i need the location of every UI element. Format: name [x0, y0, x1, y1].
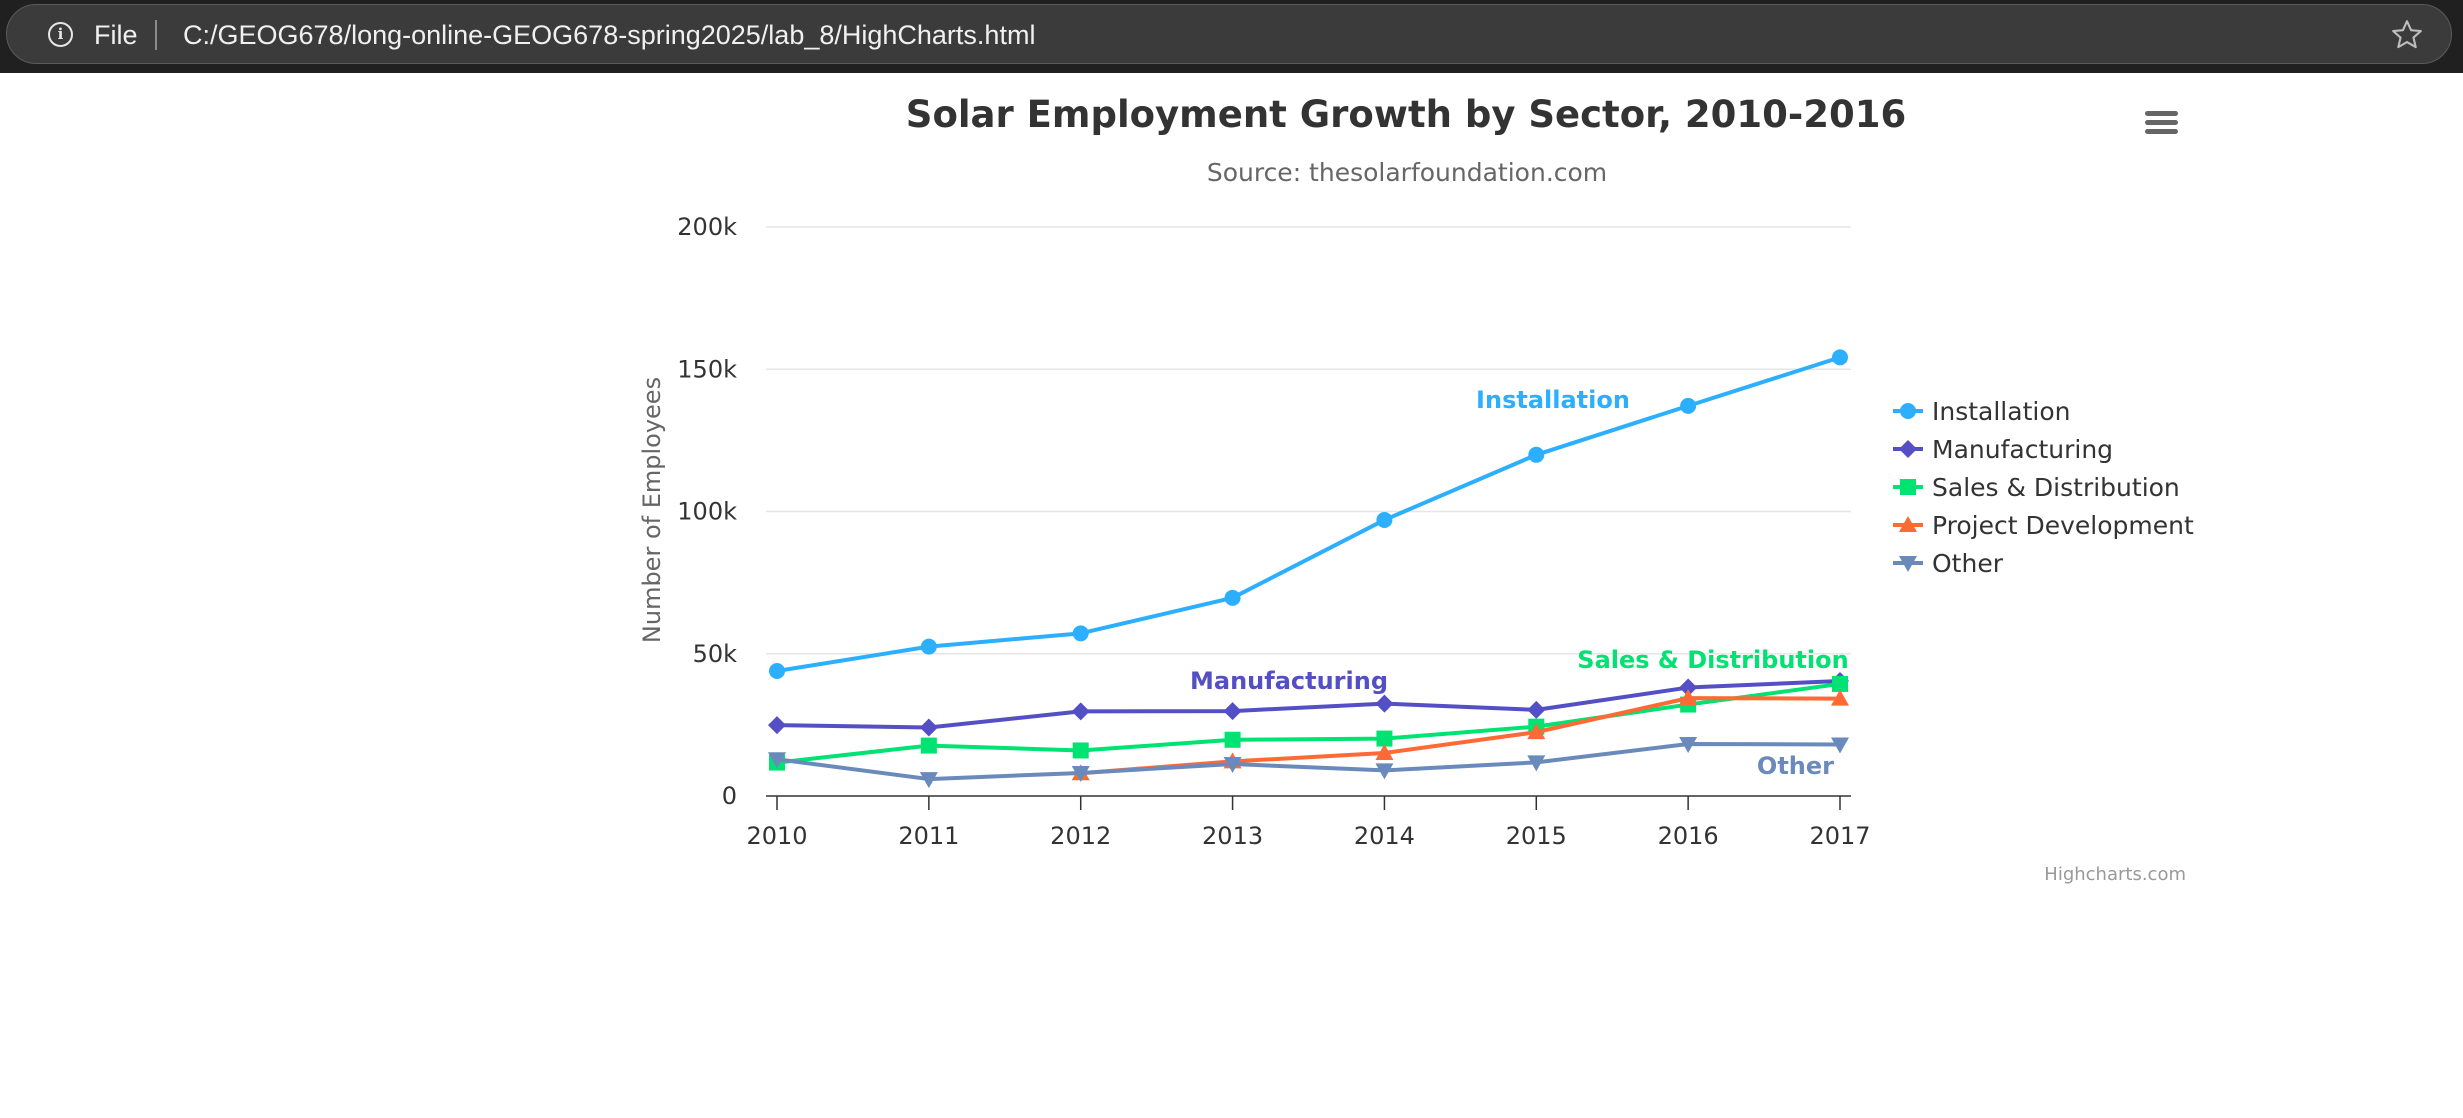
x-axis: 2010 2011 2012 2013 2014 2015 2016 2017 [746, 795, 1871, 850]
legend-item-project-development[interactable]: Project Development [1893, 511, 2194, 540]
data-point-other[interactable] [1223, 756, 1242, 773]
series-line-project-development [1078, 696, 1842, 776]
data-point-installation[interactable] [1224, 589, 1241, 606]
series-labels: Installation Manufacturing Sales & Distrib… [1190, 386, 1849, 780]
data-point-other[interactable] [768, 752, 786, 769]
y-tick-label: 100k [677, 498, 737, 526]
url-text[interactable]: C:/GEOG678/long-online-GEOG678-spring202… [183, 20, 1036, 50]
y-tick-label: 200k [677, 213, 737, 241]
data-point-other[interactable] [1831, 737, 1849, 754]
data-point-sales-distribution[interactable] [1376, 730, 1393, 747]
data-point-other[interactable] [919, 772, 938, 789]
hamburger-menu-icon [2145, 111, 2178, 134]
data-point-manufacturing[interactable] [1527, 700, 1546, 719]
chart-menu-button[interactable] [2136, 99, 2186, 139]
chart-subtitle: Source: thesolarfoundation.com [1207, 158, 1607, 187]
data-point-installation[interactable] [769, 663, 785, 680]
series-other [768, 737, 1849, 789]
y-tick-label: 150k [677, 355, 737, 383]
series-label-other: Other [1757, 752, 1834, 780]
data-point-manufacturing[interactable] [1071, 702, 1090, 721]
data-point-project-development[interactable] [1527, 723, 1546, 740]
legend-marker[interactable] [1900, 479, 1916, 495]
info-icon[interactable]: i [48, 22, 73, 47]
data-point-manufacturing[interactable] [919, 718, 938, 737]
legend-label: Project Development [1932, 511, 2194, 540]
series-installation [769, 349, 1848, 680]
legend-label: Sales & Distribution [1932, 473, 2180, 502]
legend-label: Installation [1932, 397, 2070, 426]
chart-title: Solar Employment Growth by Sector, 2010-… [906, 93, 1906, 136]
legend-item-other[interactable]: Other [1893, 549, 2004, 578]
data-point-installation[interactable] [1832, 349, 1848, 366]
x-tick-label: 2012 [1050, 822, 1111, 850]
file-label: File [94, 20, 138, 50]
legend-marker[interactable] [1899, 440, 1917, 458]
y-tick-label: 0 [722, 782, 737, 810]
credits-link[interactable]: Highcharts.com [2044, 864, 2186, 885]
address-bar[interactable]: i File C:/GEOG678/long-online-GEOG678-sp… [6, 4, 2452, 64]
series-manufacturing [768, 671, 1849, 737]
data-point-installation[interactable] [1680, 397, 1697, 414]
x-tick-label: 2015 [1506, 822, 1567, 850]
data-point-other[interactable] [1071, 765, 1090, 782]
legend-item-manufacturing[interactable]: Manufacturing [1893, 435, 2113, 464]
data-point-other[interactable] [1679, 737, 1698, 754]
legend-marker[interactable] [1899, 556, 1917, 572]
data-point-installation[interactable] [1376, 511, 1393, 528]
series-line-sales-distribution [775, 681, 1842, 765]
x-tick-label: 2011 [898, 822, 959, 850]
x-tick-label: 2016 [1658, 822, 1719, 850]
data-point-sales-distribution[interactable] [1224, 731, 1241, 748]
series-line-other [775, 742, 1842, 782]
legend-label: Manufacturing [1932, 435, 2113, 464]
data-point-manufacturing[interactable] [768, 716, 786, 735]
data-point-sales-distribution[interactable] [1072, 742, 1089, 759]
data-point-project-development[interactable] [1679, 689, 1698, 706]
legend: Installation Manufacturing Sales & Distrib… [1893, 397, 2194, 578]
data-point-project-development[interactable] [1831, 689, 1849, 706]
data-point-manufacturing[interactable] [1375, 694, 1394, 713]
series-label-installation: Installation [1476, 386, 1630, 414]
legend-label: Other [1932, 549, 2004, 578]
legend-marker[interactable] [1899, 516, 1917, 532]
grid-lines [766, 226, 1851, 655]
series-label-sales-distribution: Sales & Distribution [1577, 646, 1848, 674]
legend-item-installation[interactable]: Installation [1893, 397, 2070, 426]
y-axis-title: Number of Employees [638, 377, 666, 643]
series-label-manufacturing: Manufacturing [1190, 667, 1388, 695]
data-point-sales-distribution[interactable] [1832, 675, 1848, 692]
data-point-sales-distribution[interactable] [920, 737, 937, 754]
address-divider [155, 20, 157, 50]
legend-marker[interactable] [1900, 403, 1916, 419]
y-tick-label: 50k [693, 640, 738, 668]
x-tick-label: 2014 [1354, 822, 1415, 850]
plot-area [768, 349, 1849, 789]
legend-item-sales-distribution[interactable]: Sales & Distribution [1893, 473, 2180, 502]
data-point-other[interactable] [1375, 763, 1394, 780]
data-point-other[interactable] [1527, 755, 1546, 772]
x-tick-label: 2010 [746, 822, 807, 850]
star-icon[interactable] [2389, 17, 2425, 53]
x-tick-label: 2017 [1809, 822, 1870, 850]
x-tick-label: 2013 [1202, 822, 1263, 850]
data-point-manufacturing[interactable] [1679, 678, 1698, 697]
data-point-project-development[interactable] [1375, 744, 1394, 761]
data-point-installation[interactable] [1528, 446, 1545, 463]
data-point-installation[interactable] [1072, 625, 1089, 642]
data-point-installation[interactable] [920, 638, 937, 655]
browser-toolbar: i File C:/GEOG678/long-online-GEOG678-sp… [0, 0, 2463, 73]
y-axis: 0 50k 100k 150k 200k [677, 213, 737, 810]
data-point-manufacturing[interactable] [1223, 702, 1242, 721]
chart-container: Solar Employment Growth by Sector, 2010-… [638, 93, 2194, 885]
series-line-installation [775, 355, 1842, 674]
series-line-manufacturing [775, 678, 1842, 730]
